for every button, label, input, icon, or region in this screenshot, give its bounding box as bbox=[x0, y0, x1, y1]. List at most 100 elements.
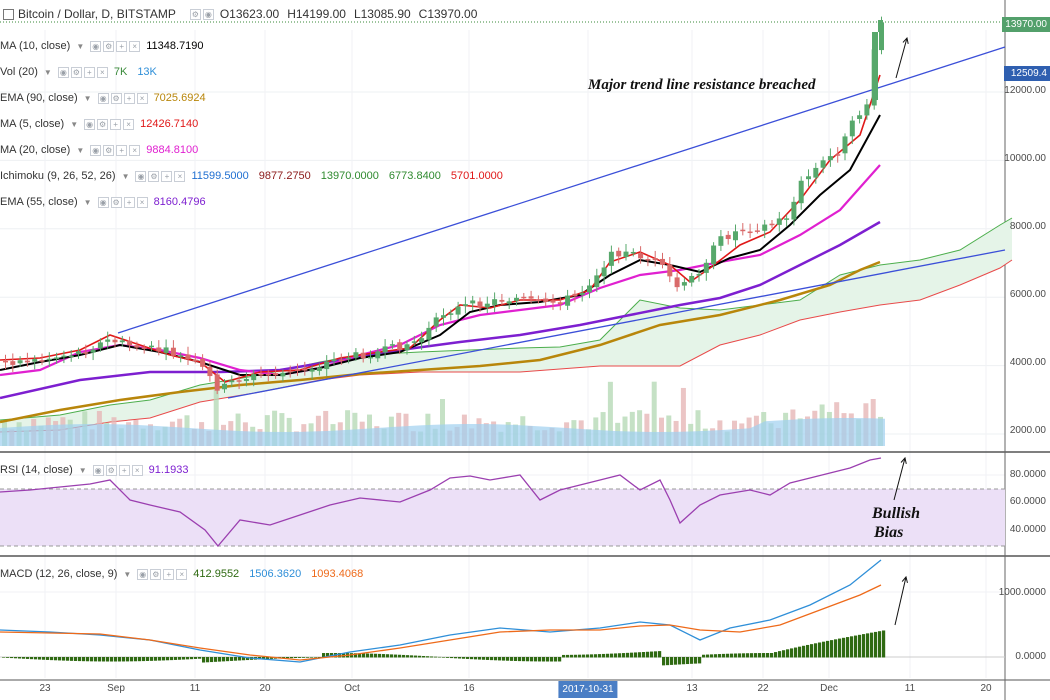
eye-icon[interactable]: ◉ bbox=[97, 92, 109, 104]
eye-icon[interactable]: ◉ bbox=[90, 144, 102, 156]
candlesticks bbox=[3, 16, 884, 395]
indicator-name: MA (20, close) bbox=[0, 144, 71, 156]
macd-histogram-bar bbox=[178, 657, 182, 660]
time-axis-label: Dec bbox=[820, 683, 838, 694]
caret-down-icon[interactable]: ▼ bbox=[70, 119, 79, 129]
plus-icon[interactable]: + bbox=[163, 568, 175, 580]
indicator-legend-row[interactable]: EMA (55, close) ▼ ◉ ⚙ + × 8160.4796 bbox=[0, 193, 216, 211]
macd-histogram-bar bbox=[478, 657, 482, 660]
collapse-icon[interactable] bbox=[3, 8, 14, 20]
candle-body bbox=[112, 339, 118, 343]
indicator-legend-row[interactable]: EMA (90, close) ▼ ◉ ⚙ + × 7025.6924 bbox=[0, 89, 216, 107]
macd-histogram-bar bbox=[678, 657, 682, 665]
header-controls[interactable]: ⚙ ◉ bbox=[189, 8, 214, 20]
indicator-controls[interactable]: ◉ ⚙ + × bbox=[97, 196, 148, 208]
plus-icon[interactable]: + bbox=[118, 464, 130, 476]
indicator-controls[interactable]: ◉ ⚙ + × bbox=[90, 40, 141, 52]
caret-down-icon[interactable]: ▼ bbox=[123, 569, 132, 579]
caret-down-icon[interactable]: ▼ bbox=[121, 171, 130, 181]
plus-icon[interactable]: + bbox=[123, 196, 135, 208]
macd-histogram-bar bbox=[842, 637, 846, 658]
eye-icon[interactable]: ◉ bbox=[137, 568, 149, 580]
caret-down-icon[interactable]: ▼ bbox=[83, 93, 92, 103]
volume-bar bbox=[235, 413, 241, 446]
eye-icon[interactable]: ◉ bbox=[90, 40, 102, 52]
close-icon[interactable]: × bbox=[136, 92, 148, 104]
candle-body bbox=[798, 180, 804, 204]
bias-annotation-line2[interactable]: Bias bbox=[874, 524, 904, 541]
macd-line bbox=[0, 559, 882, 663]
eye-icon[interactable]: ◉ bbox=[202, 8, 214, 20]
candle-body bbox=[703, 262, 709, 273]
macd-histogram-bar bbox=[10, 657, 14, 659]
indicator-legend-row[interactable]: MA (10, close) ▼ ◉ ⚙ + × 11348.7190 bbox=[0, 37, 214, 55]
indicator-controls[interactable]: ◉ ⚙ + × bbox=[137, 568, 188, 580]
plus-icon[interactable]: + bbox=[161, 170, 173, 182]
caret-down-icon[interactable]: ▼ bbox=[43, 67, 52, 77]
indicator-controls[interactable]: ◉ ⚙ + × bbox=[92, 464, 143, 476]
indicator-controls[interactable]: ◉ ⚙ + × bbox=[97, 92, 148, 104]
settings-icon[interactable]: ⚙ bbox=[110, 196, 122, 208]
settings-icon[interactable]: ⚙ bbox=[70, 66, 82, 78]
eye-icon[interactable]: ◉ bbox=[92, 464, 104, 476]
settings-icon[interactable]: ⚙ bbox=[103, 40, 115, 52]
plus-icon[interactable]: + bbox=[116, 144, 128, 156]
macd-axis-label: 0.0000 bbox=[1015, 651, 1046, 662]
macd-histogram-bar bbox=[302, 657, 306, 658]
candle-body bbox=[623, 251, 629, 258]
indicator-legend-row[interactable]: Ichimoku (9, 26, 52, 26) ▼ ◉ ⚙ + × 11599.5000 9… bbox=[0, 167, 513, 185]
indicator-controls[interactable]: ◉ ⚙ + × bbox=[90, 144, 141, 156]
macd-histogram-bar bbox=[42, 657, 46, 660]
eye-icon[interactable]: ◉ bbox=[135, 170, 147, 182]
close-icon[interactable]: × bbox=[123, 118, 135, 130]
eye-icon[interactable]: ◉ bbox=[57, 66, 69, 78]
macd-histogram-bar bbox=[306, 657, 310, 658]
plus-icon[interactable]: + bbox=[116, 40, 128, 52]
close-icon[interactable]: × bbox=[96, 66, 108, 78]
macd-histogram-bar bbox=[634, 652, 638, 658]
caret-down-icon[interactable]: ▼ bbox=[76, 41, 85, 51]
indicator-legend-row[interactable]: MA (20, close) ▼ ◉ ⚙ + × 9884.8100 bbox=[0, 141, 208, 159]
settings-icon[interactable]: ⚙ bbox=[103, 144, 115, 156]
settings-icon[interactable]: ⚙ bbox=[189, 8, 201, 20]
macd-legend[interactable]: MACD (12, 26, close, 9) ▼ ◉ ⚙ + × 412.9552 … bbox=[0, 565, 373, 583]
plus-icon[interactable]: + bbox=[110, 118, 122, 130]
close-icon[interactable]: × bbox=[129, 144, 141, 156]
indicator-controls[interactable]: ◉ ⚙ + × bbox=[84, 118, 135, 130]
macd-histogram-bar bbox=[810, 644, 814, 658]
candle-body bbox=[711, 245, 717, 265]
settings-icon[interactable]: ⚙ bbox=[97, 118, 109, 130]
caret-down-icon[interactable]: ▼ bbox=[76, 145, 85, 155]
bias-annotation-line1[interactable]: Bullish bbox=[872, 505, 921, 522]
candle-body bbox=[813, 167, 819, 178]
macd-histogram-bar bbox=[50, 657, 54, 661]
caret-down-icon[interactable]: ▼ bbox=[83, 197, 92, 207]
macd-pane bbox=[0, 559, 1005, 666]
settings-icon[interactable]: ⚙ bbox=[148, 170, 160, 182]
caret-down-icon[interactable]: ▼ bbox=[78, 465, 87, 475]
settings-icon[interactable]: ⚙ bbox=[150, 568, 162, 580]
close-icon[interactable]: × bbox=[136, 196, 148, 208]
close-icon[interactable]: × bbox=[131, 464, 143, 476]
macd-histogram-bar bbox=[422, 655, 426, 658]
settings-icon[interactable]: ⚙ bbox=[105, 464, 117, 476]
close-icon[interactable]: × bbox=[129, 40, 141, 52]
plus-icon[interactable]: + bbox=[83, 66, 95, 78]
close-icon[interactable]: × bbox=[176, 568, 188, 580]
indicator-legend-row[interactable]: Vol (20) ▼ ◉ ⚙ + × 7K 13K bbox=[0, 63, 167, 81]
indicator-legend-row[interactable]: MA (5, close) ▼ ◉ ⚙ + × 12426.7140 bbox=[0, 115, 208, 133]
macd-histogram-bar bbox=[14, 657, 18, 659]
macd-histogram-bar bbox=[694, 657, 698, 664]
indicator-controls[interactable]: ◉ ⚙ + × bbox=[57, 66, 108, 78]
plus-icon[interactable]: + bbox=[123, 92, 135, 104]
eye-icon[interactable]: ◉ bbox=[84, 118, 96, 130]
rsi-legend[interactable]: RSI (14, close) ▼ ◉ ⚙ + × 91.1933 bbox=[0, 461, 198, 479]
eye-icon[interactable]: ◉ bbox=[97, 196, 109, 208]
settings-icon[interactable]: ⚙ bbox=[110, 92, 122, 104]
indicator-controls[interactable]: ◉ ⚙ + × bbox=[135, 170, 186, 182]
macd-histogram-bar bbox=[522, 657, 526, 662]
trendline-annotation[interactable]: Major trend line resistance breached bbox=[588, 77, 816, 93]
close-icon[interactable]: × bbox=[174, 170, 186, 182]
